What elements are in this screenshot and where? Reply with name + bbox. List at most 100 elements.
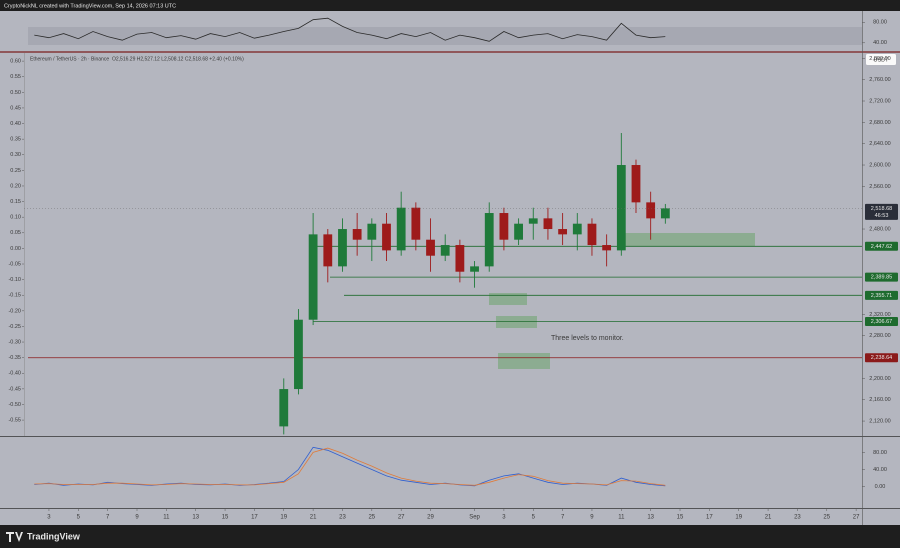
y-tick-label: 0.00	[875, 484, 886, 490]
y-tick-label: 80.00	[873, 20, 887, 26]
y2-tick-label: 0.55	[10, 74, 21, 80]
y-tick-label: 2,560.00	[869, 184, 890, 190]
y2-tick-label: -0.50	[8, 402, 21, 408]
candle-body	[279, 389, 289, 427]
level-label: 2,306.67	[871, 319, 892, 325]
x-tick-label: 27	[853, 515, 860, 521]
x-tick-label: 15	[222, 515, 229, 521]
y2-tick-label: 0.10	[10, 215, 21, 221]
x-tick-label: 15	[677, 515, 684, 521]
x-tick-label: 21	[765, 515, 772, 521]
candle-body	[587, 223, 597, 246]
chart-background	[0, 11, 900, 525]
x-tick-label: 29	[427, 515, 434, 521]
y-tick-label: 2,160.00	[869, 397, 890, 403]
last-price-box	[865, 203, 898, 220]
candle-body	[470, 266, 479, 272]
ohlc-legend: O2,516.29 H2,527.12 L2,508.12 C2,518.68 …	[112, 56, 244, 62]
candle-body	[660, 208, 670, 219]
zone	[498, 353, 550, 369]
y2-tick-label: 0.05	[10, 230, 21, 236]
currency: USDT	[874, 57, 890, 63]
y2-tick-label: -0.10	[8, 277, 21, 283]
y2-tick-label: 0.30	[10, 152, 21, 158]
y2-tick-label: -0.25	[8, 324, 21, 330]
y-tick-label: 40.00	[873, 40, 887, 46]
level-label: 2,389.85	[871, 275, 892, 281]
candle-body	[616, 165, 626, 251]
y2-tick-label: 0.50	[10, 90, 21, 96]
candle-body	[455, 245, 465, 272]
y-tick-label: 80.00	[873, 450, 887, 456]
x-tick-label: 3	[502, 515, 506, 521]
candle-body	[426, 239, 435, 256]
candle-body	[602, 245, 612, 251]
y2-tick-label: -0.20	[8, 308, 21, 314]
x-tick-label: 21	[310, 515, 317, 521]
x-tick-label: 7	[561, 515, 565, 521]
x-tick-label: Sep	[469, 515, 480, 521]
y-tick-label: 2,640.00	[869, 141, 890, 147]
y2-tick-label: 0.60	[10, 59, 21, 65]
x-tick-label: 27	[398, 515, 405, 521]
y-tick-label: 2,760.00	[869, 77, 890, 83]
level-label: 2,355.71	[871, 293, 892, 299]
y2-tick-label: -0.55	[8, 418, 21, 424]
x-tick-label: 7	[106, 515, 110, 521]
x-tick-label: 23	[794, 515, 801, 521]
indicator-line	[34, 447, 666, 486]
candle-body	[294, 319, 303, 390]
level-label-box	[865, 316, 898, 326]
candle-body	[631, 165, 641, 203]
y2-tick-label: 0.00	[10, 246, 21, 252]
x-tick-label: 13	[192, 515, 199, 521]
logo	[6, 532, 23, 542]
level-label-box	[865, 241, 898, 251]
candle-body	[367, 223, 377, 240]
x-tick-label: 17	[251, 515, 258, 521]
candle-body	[528, 218, 538, 224]
x-tick-label: 5	[532, 515, 536, 521]
x-tick-label: 23	[339, 515, 346, 521]
candle-body	[382, 223, 391, 251]
y2-tick-label: 0.20	[10, 183, 21, 189]
candle-body	[514, 223, 523, 240]
y-tick-label: 2,680.00	[869, 120, 890, 126]
x-tick-label: 25	[368, 515, 375, 521]
zone	[623, 233, 755, 246]
y-tick-label: 2,200.00	[869, 376, 890, 382]
x-tick-label: 17	[706, 515, 713, 521]
x-tick-label: 25	[823, 515, 830, 521]
x-tick-label: 9	[135, 515, 139, 521]
y2-tick-label: 0.40	[10, 121, 21, 127]
last-price-label: 2,518.68	[871, 206, 892, 212]
level-label: 2,447.62	[871, 244, 892, 250]
candle-body	[484, 213, 494, 267]
level-label: 2,238.64	[871, 355, 892, 361]
candle-body	[396, 207, 406, 251]
y-tick-label: 2,800.00	[869, 56, 890, 62]
level-label-box	[865, 353, 898, 363]
annotation: Three levels to monitor.	[551, 335, 624, 342]
candle-body	[543, 218, 553, 230]
indicator-line	[34, 446, 666, 487]
candle-body	[646, 202, 656, 219]
y2-tick-label: -0.15	[8, 293, 21, 299]
y-tick-label: 2,120.00	[869, 419, 890, 425]
candle-body	[572, 223, 582, 235]
y2-tick-label: 0.35	[10, 137, 21, 143]
y-tick-label: 2,480.00	[869, 226, 890, 232]
y2-tick-label: -0.45	[8, 386, 21, 392]
footer	[0, 525, 900, 548]
x-tick-label: 5	[77, 515, 81, 521]
y2-tick-label: -0.40	[8, 371, 21, 377]
brand: TradingView	[27, 531, 81, 541]
zone	[496, 316, 537, 328]
symbol-title: Ethereum / TetherUS · 2h · Binance	[30, 56, 109, 62]
currency-box	[866, 54, 896, 65]
candle-body	[558, 229, 568, 235]
countdown: 46:53	[875, 213, 889, 219]
x-tick-label: 3	[47, 515, 51, 521]
